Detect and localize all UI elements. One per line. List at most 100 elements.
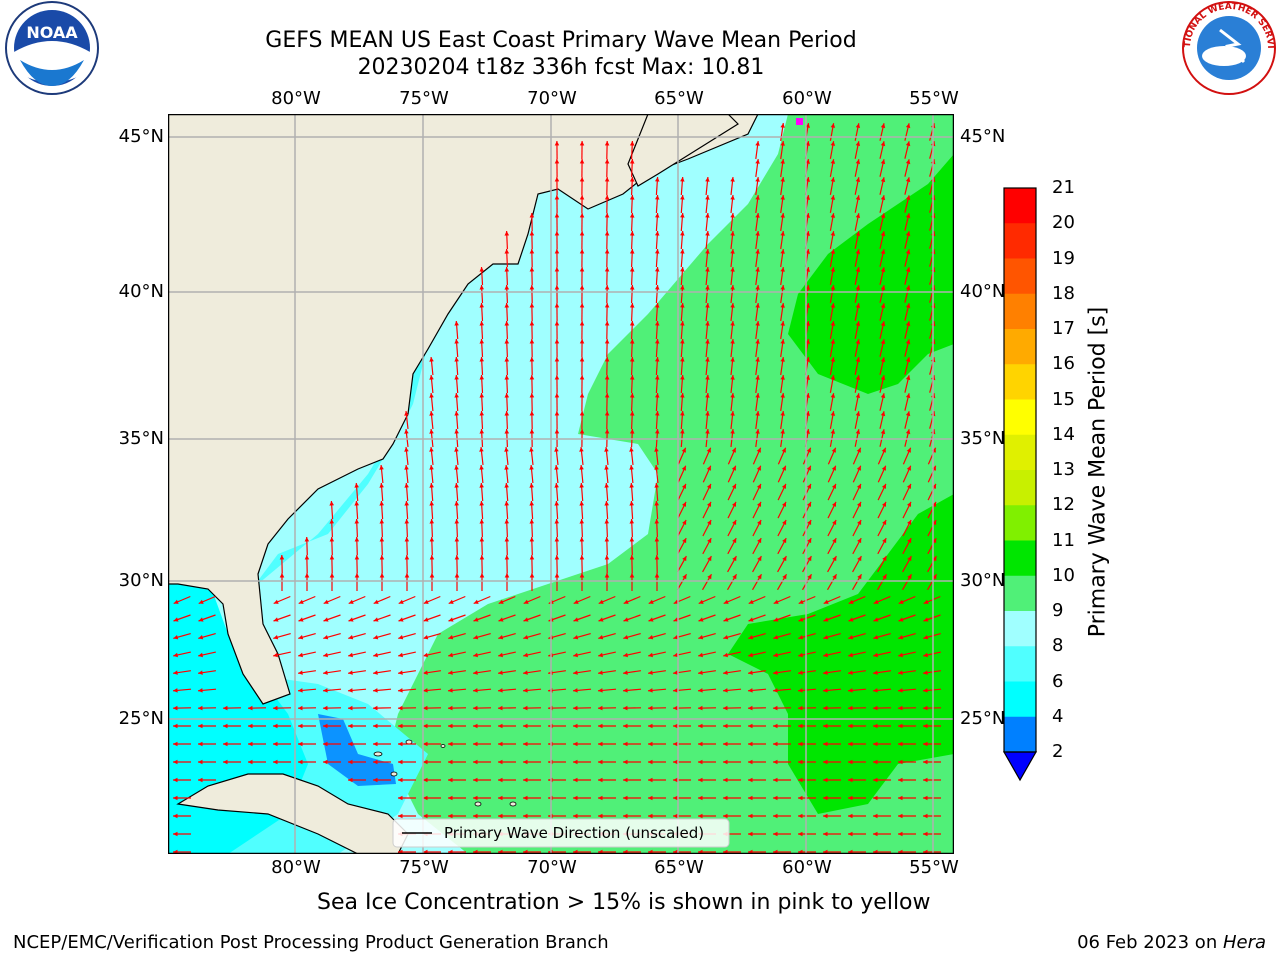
sea-ice-marker: [796, 118, 803, 125]
wave-arrow-head: [823, 652, 828, 658]
wave-arrow-head: [798, 813, 803, 819]
wave-arrow-head: [923, 652, 928, 658]
wave-arrow-head: [473, 795, 478, 801]
wave-arrow-head: [898, 617, 904, 622]
wave-arrow-head: [379, 537, 385, 542]
wave-arrow-head: [498, 688, 503, 693]
wave-arrow-head: [655, 267, 660, 272]
wave-arrow-head: [855, 339, 861, 344]
wave-arrow-head: [907, 574, 912, 580]
wave-arrow-head: [682, 538, 687, 544]
wave-arrow-head: [680, 213, 685, 218]
wave-arrow-head: [579, 447, 584, 452]
wave-arrow-head: [604, 339, 610, 344]
wave-arrow-head: [773, 652, 778, 658]
wave-arrow-head: [781, 465, 786, 471]
wave-arrow-head: [730, 321, 735, 326]
wave-arrow-head: [498, 741, 503, 747]
wave-arrow-head: [373, 705, 378, 711]
wave-arrow-head: [623, 723, 628, 729]
wave-arrow-head: [573, 688, 578, 693]
colorbar-tick-label: 16: [1052, 353, 1075, 375]
footer-date: 06 Feb 2023 on: [1077, 932, 1223, 953]
wave-arrow-head: [680, 303, 685, 308]
wave-arrow-head: [832, 501, 836, 507]
wave-arrow-head: [473, 652, 478, 658]
wave-arrow-head: [404, 429, 409, 434]
wave-arrow-head: [348, 705, 353, 711]
colorbar-band: [1004, 575, 1036, 612]
wave-arrow-head: [932, 556, 937, 562]
wave-arrow-head: [782, 538, 787, 544]
wave-arrow-head: [856, 483, 861, 489]
colorbar-band: [1004, 505, 1036, 541]
wave-arrow-head: [623, 759, 628, 765]
wave-arrow-head: [748, 741, 753, 747]
wave-arrow-head: [354, 573, 360, 578]
wave-arrow-head: [780, 141, 785, 146]
wave-arrow-head: [523, 795, 528, 801]
wave-arrow-head: [573, 652, 578, 658]
wave-arrow-head: [907, 538, 912, 544]
wave-arrow-head: [773, 705, 778, 711]
wave-arrow-head: [573, 759, 578, 765]
wave-arrow-head: [880, 159, 886, 165]
wave-arrow-head: [573, 670, 578, 675]
wave-arrow-head: [623, 599, 629, 604]
wave-arrow-head: [448, 795, 453, 801]
wave-arrow-head: [823, 795, 828, 801]
wave-arrow-head: [757, 574, 762, 580]
wave-arrow-head: [680, 411, 685, 416]
wave-arrow-head: [931, 483, 936, 489]
wave-arrow-head: [906, 465, 911, 471]
wave-arrow-head: [554, 483, 559, 488]
wave-arrow-head: [705, 303, 710, 308]
wave-arrow-head: [681, 447, 686, 453]
wave-arrow-head: [598, 723, 603, 729]
wave-arrow-head: [523, 759, 528, 765]
wave-arrow-head: [873, 759, 878, 765]
wave-arrow-head: [423, 741, 428, 747]
wave-arrow-head: [931, 465, 936, 471]
wave-arrow-head: [881, 447, 886, 453]
colorbar-band: [1004, 540, 1036, 577]
wave-arrow-head: [523, 813, 528, 819]
wave-arrow-head: [604, 429, 610, 434]
wave-arrow-head: [479, 303, 484, 308]
wave-arrow-head: [629, 159, 635, 164]
wave-arrow-head: [429, 519, 434, 524]
wave-arrow-head: [573, 599, 579, 604]
wave-arrow-head: [857, 556, 862, 562]
wave-arrow-head: [579, 555, 585, 560]
wave-arrow-head: [898, 741, 903, 747]
wave-arrow-head: [429, 537, 435, 542]
wave-arrow-head: [654, 483, 659, 488]
wave-arrow-head: [755, 393, 760, 398]
wave-arrow-head: [798, 777, 803, 783]
wave-arrow-head: [629, 177, 635, 182]
wave-arrow-head: [807, 538, 812, 544]
wave-arrow-head: [198, 670, 203, 675]
wave-arrow-head: [429, 555, 435, 560]
wave-arrow-head: [698, 705, 703, 711]
wave-arrow-head: [604, 555, 610, 560]
lon-label-top-60w: 60°W: [782, 88, 832, 109]
wave-arrow-head: [629, 519, 634, 524]
wave-arrow-head: [798, 723, 803, 729]
wave-arrow-head: [623, 813, 628, 819]
wave-arrow-head: [348, 635, 354, 640]
wave-arrow-head: [898, 688, 903, 693]
wave-arrow-head: [923, 759, 928, 765]
wave-arrow-head: [757, 501, 761, 507]
wave-arrow-head: [598, 670, 603, 675]
wave-arrow-head: [423, 795, 428, 801]
wave-arrow-head: [698, 759, 703, 765]
wave-arrow-head: [523, 670, 528, 675]
wave-arrow-head: [279, 573, 285, 578]
wave-arrow-head: [404, 501, 409, 506]
wave-arrow-head: [880, 267, 886, 273]
wave-arrow-head: [905, 213, 911, 219]
wave-arrow-head: [707, 501, 711, 507]
wave-arrow-head: [748, 831, 753, 837]
wave-arrow-head: [429, 465, 434, 470]
